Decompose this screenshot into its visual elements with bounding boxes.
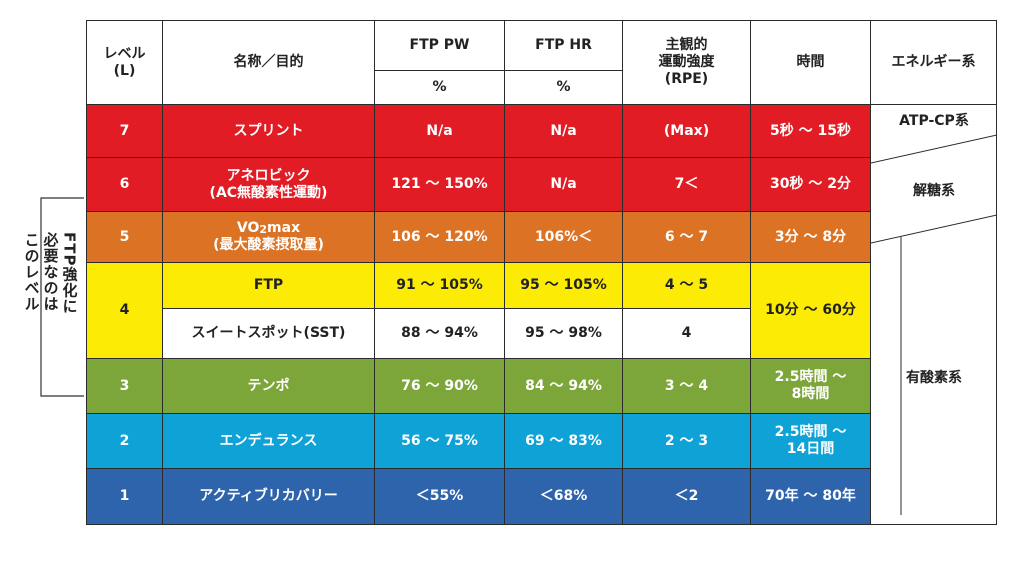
energy-atp-cp: ATP-CP系 (899, 113, 969, 129)
ftp-pw-value: 91 ～ 105% (374, 262, 505, 309)
ftp-pw-value: ＜55% (374, 468, 505, 525)
level-name: スイートスポット(SST) (162, 308, 375, 359)
rpe-value: 2 ～ 3 (622, 413, 751, 469)
time-value: 30秒 ～ 2分 (750, 157, 871, 212)
rpe-value: ＜2 (622, 468, 751, 525)
ftp-pw-value: 76 ～ 90% (374, 358, 505, 414)
annotation-line-2: 必要なのは (41, 232, 60, 312)
ftp-pw-value: 121 ～ 150% (374, 157, 505, 212)
rpe-value: 6 ～ 7 (622, 211, 751, 263)
ftp-hr-value: 95 ～ 105% (504, 262, 623, 309)
ftp-hr-value: N/a (504, 104, 623, 158)
time-value: 3分 ～ 8分 (750, 211, 871, 263)
level-row-7: 7 スプリント N/a N/a (Max) 5秒 ～ 15秒 ATP-CP系 解… (86, 104, 997, 525)
max-text: max (267, 220, 301, 237)
level-name-line1: VO2max (163, 220, 374, 237)
header-row: レベル (L) 名称／目的 FTP PW FTP HR 主観的 運動強度 (RP… (86, 20, 997, 105)
ftp-pw-value: 106 ～ 120% (374, 211, 505, 263)
energy-divider-lines (871, 134, 997, 515)
time-value: 2.5時間 ～ 14日間 (750, 413, 871, 469)
vo-subscript: 2 (259, 223, 268, 237)
level-name-line2: (AC無酸素性運動) (209, 184, 328, 201)
rpe-value: 4 (622, 308, 751, 359)
time-line1: 2.5時間 ～ (774, 424, 847, 441)
header-rpe-line3: (RPE) (664, 70, 709, 87)
level-name: VO2max (最大酸素摂取量) (162, 211, 375, 263)
level-name: FTP (162, 262, 375, 309)
header-time: 時間 (750, 20, 871, 105)
rpe-value: 4 ～ 5 (622, 262, 751, 309)
header-pw-unit: % (374, 70, 505, 105)
energy-aerobic: 有酸素系 (906, 370, 962, 386)
header-level: レベル (L) (86, 20, 163, 105)
level-number: 3 (86, 358, 163, 414)
level-row-1: 1 アクティブリカバリー ＜55% ＜68% ＜2 70年 ～ 80年 (86, 468, 997, 525)
ftp-hr-value: N/a (504, 157, 623, 212)
header-energy: エネルギー系 (870, 20, 997, 105)
time-value: 5秒 ～ 15秒 (750, 104, 871, 158)
header-rpe-line1: 主観的 (665, 37, 708, 54)
header-name: 名称／目的 (162, 20, 375, 105)
header-hr-unit: % (504, 70, 623, 105)
energy-system-diagram: ATP-CP系 解糖系 有酸素系 (871, 105, 997, 515)
training-level-table: レベル (L) 名称／目的 FTP PW FTP HR 主観的 運動強度 (RP… (86, 20, 997, 525)
level-row-5: 5 VO2max (最大酸素摂取量) 106 ～ 120% 106%＜ 6 ～ … (86, 211, 997, 263)
ftp-hr-value: 84 ～ 94% (504, 358, 623, 414)
header-level-label: レベル (103, 45, 146, 62)
level-name: エンデュランス (162, 413, 375, 469)
header-level-sub: (L) (113, 62, 136, 79)
ftp-hr-value: ＜68% (504, 468, 623, 525)
time-value: 70年 ～ 80年 (750, 468, 871, 525)
header-ftp-pw: FTP PW (374, 20, 505, 71)
ftp-pw-value: 56 ～ 75% (374, 413, 505, 469)
rpe-value: 7＜ (622, 157, 751, 212)
rpe-value: (Max) (622, 104, 751, 158)
level-row-4-ftp: 4 FTP 91 ～ 105% 95 ～ 105% 4 ～ 5 10分 ～ 60… (86, 262, 997, 359)
level-row-6: 6 アネロビック (AC無酸素性運動) 121 ～ 150% N/a 7＜ 30… (86, 157, 997, 212)
level-bracket (40, 197, 84, 397)
ftp-pw-value: 88 ～ 94% (374, 308, 505, 359)
level-number: 1 (86, 468, 163, 525)
level-number: 6 (86, 157, 163, 212)
time-value: 2.5時間 ～ 8時間 (750, 358, 871, 414)
time-value: 10分 ～ 60分 (750, 262, 871, 359)
level-number: 4 (86, 262, 163, 359)
energy-glycolytic: 解糖系 (913, 183, 955, 199)
ftp-pw-value: N/a (374, 104, 505, 158)
level-name: アネロビック (AC無酸素性運動) (162, 157, 375, 212)
ftp-hr-value: 69 ～ 83% (504, 413, 623, 469)
header-rpe-line2: 運動強度 (658, 54, 715, 71)
ftp-hr-value: 106%＜ (504, 211, 623, 263)
vo-text: VO (236, 220, 260, 237)
level-name: スプリント (162, 104, 375, 158)
time-line2: 8時間 (791, 386, 830, 402)
level-name-line1: アネロビック (226, 167, 311, 184)
level-row-2: 2 エンデュランス 56 ～ 75% 69 ～ 83% 2 ～ 3 2.5時間 … (86, 413, 997, 469)
level-number: 2 (86, 413, 163, 469)
level-name: アクティブリカバリー (162, 468, 375, 525)
level-name-line2: (最大酸素摂取量) (213, 237, 324, 253)
rpe-value: 3 ～ 4 (622, 358, 751, 414)
time-line2: 14日間 (786, 441, 835, 457)
header-rpe: 主観的 運動強度 (RPE) (622, 20, 751, 105)
level-number: 5 (86, 211, 163, 263)
header-ftp-hr: FTP HR (504, 20, 623, 71)
ftp-hr-value: 95 ～ 98% (504, 308, 623, 359)
time-line1: 2.5時間 ～ (774, 369, 847, 386)
energy-system-column: ATP-CP系 解糖系 有酸素系 (870, 104, 997, 525)
level-number: 7 (86, 104, 163, 158)
level-row-3: 3 テンポ 76 ～ 90% 84 ～ 94% 3 ～ 4 2.5時間 ～ 8時… (86, 358, 997, 414)
level-row-4-sst: スイートスポット(SST) 88 ～ 94% 95 ～ 98% 4 (87, 308, 997, 359)
annotation-line-1: FTP強化に (60, 232, 79, 315)
annotation-line-3: このレベル (22, 232, 41, 312)
level-name: テンポ (162, 358, 375, 414)
ftp-annotation: FTP強化に 必要なのは このレベル (14, 232, 86, 352)
